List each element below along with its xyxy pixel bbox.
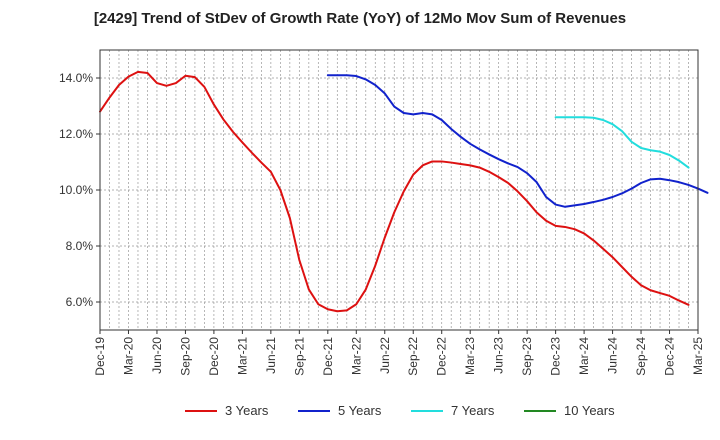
x-tick-label: Mar-20 (121, 337, 135, 375)
x-tick-label: Sep-24 (634, 337, 648, 376)
x-tick-label: Dec-22 (435, 337, 449, 376)
plot-area (100, 50, 698, 330)
x-tick-label: Mar-25 (691, 337, 705, 375)
x-tick-label: Jun-24 (606, 337, 620, 374)
legend-label: 3 Years (225, 403, 269, 418)
y-tick-label: 12.0% (59, 127, 93, 141)
chart-title: [2429] Trend of StDev of Growth Rate (Yo… (93, 10, 627, 27)
x-tick-label: Mar-24 (577, 337, 591, 375)
y-tick-label: 14.0% (59, 71, 93, 85)
series-line-5-years (326, 74, 709, 208)
legend-label: 10 Years (564, 403, 615, 418)
legend-label: 5 Years (338, 403, 382, 418)
series-line-3-years (99, 70, 690, 313)
x-tick-label: Dec-24 (663, 337, 677, 376)
legend-label: 7 Years (451, 403, 495, 418)
y-tick-label: 8.0% (66, 239, 94, 253)
legend: 3 Years 5 Years 7 Years 10 Years (185, 403, 615, 418)
x-tick-label: Sep-20 (178, 337, 192, 376)
x-tick-label: Mar-21 (235, 337, 249, 375)
y-tick-label: 10.0% (59, 183, 93, 197)
x-tick-label: Mar-22 (349, 337, 363, 375)
series-lines (99, 70, 709, 313)
x-tick-label: Jun-22 (378, 337, 392, 374)
x-tick-label: Dec-20 (207, 337, 221, 376)
x-tick-label: Sep-21 (292, 337, 306, 376)
x-tick-label: Sep-22 (406, 337, 420, 376)
x-tick-label: Dec-19 (93, 337, 107, 376)
x-tick-label: Dec-21 (321, 337, 335, 376)
x-tick-label: Jun-20 (150, 337, 164, 374)
x-tick-label: Jun-21 (264, 337, 278, 374)
y-axis: 6.0% 8.0% 10.0% 12.0% 14.0% (59, 71, 100, 309)
x-axis: Dec-19 Mar-20 Jun-20 Sep-20 Dec-20 Mar-21 Jun-… (93, 330, 705, 376)
x-tick-label: Sep-23 (520, 337, 534, 376)
x-tick-label: Dec-23 (549, 337, 563, 376)
x-tick-label: Mar-23 (463, 337, 477, 375)
x-tick-label: Jun-23 (492, 337, 506, 374)
series-line-7-years (554, 116, 690, 169)
grid-lines (100, 50, 698, 330)
y-tick-label: 6.0% (66, 295, 94, 309)
